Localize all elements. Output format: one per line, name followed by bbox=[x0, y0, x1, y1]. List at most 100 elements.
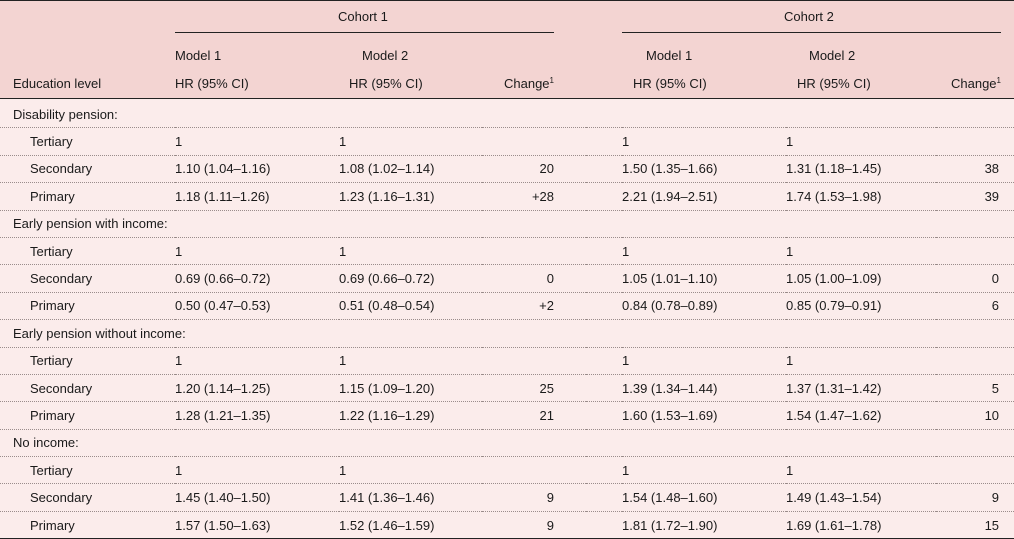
spacer-cell bbox=[586, 374, 622, 403]
cohort-2-change-cell: 5 bbox=[936, 374, 1014, 403]
table-row: Secondary 1.20 (1.14–1.25) 1.15 (1.09–1.20… bbox=[0, 374, 1014, 403]
cohort-2-model-2-cell: 1.49 (1.43–1.54) bbox=[786, 483, 936, 512]
cohort-2-model-2-cell: 1 bbox=[786, 127, 936, 156]
section-row: Early pension with income: bbox=[0, 210, 1014, 238]
cohort-1-model-1-cell: 1.28 (1.21–1.35) bbox=[175, 401, 339, 430]
cohort-1-model-2-cell: 0.69 (0.66–0.72) bbox=[339, 264, 482, 293]
cohort-1-model-2-cell: 0.51 (0.48–0.54) bbox=[339, 292, 482, 321]
cohort-1-model-1-cell: 1.20 (1.14–1.25) bbox=[175, 374, 339, 403]
section-row: Disability pension: bbox=[0, 101, 1014, 129]
cohort-1-change-cell bbox=[482, 347, 586, 375]
cohort-1-change-header: Change1 bbox=[504, 76, 554, 91]
table-row: Secondary 1.10 (1.04–1.16) 1.08 (1.02–1.14… bbox=[0, 155, 1014, 184]
table-row: Tertiary 1 1 1 1 bbox=[0, 127, 1014, 156]
table-row: Primary 1.28 (1.21–1.35) 1.22 (1.16–1.29) 2… bbox=[0, 401, 1014, 430]
education-level-cell: Tertiary bbox=[0, 347, 175, 375]
education-level-cell: Primary bbox=[0, 182, 175, 211]
cohort-1-change-cell: +2 bbox=[482, 292, 586, 321]
education-level-cell: Tertiary bbox=[0, 456, 175, 485]
cohort-1-change-cell bbox=[482, 127, 586, 156]
cohort-2-model-2-cell: 1.69 (1.61–1.78) bbox=[786, 511, 936, 539]
cohort-1-change-cell: 0 bbox=[482, 264, 586, 293]
cohort-2-change-cell: 38 bbox=[936, 155, 1014, 184]
cohort-1-change-cell bbox=[482, 456, 586, 485]
spacer-cell bbox=[586, 347, 622, 375]
cohort-2-change-cell bbox=[936, 237, 1014, 266]
education-level-cell: Tertiary bbox=[0, 237, 175, 266]
cohort-2-model-2-cell: 1.31 (1.18–1.45) bbox=[786, 155, 936, 184]
cohort-1-model-1-cell: 1 bbox=[175, 237, 339, 266]
section-title: Early pension without income: bbox=[0, 319, 1014, 348]
cohort-2-model-1-cell: 1.39 (1.34–1.44) bbox=[622, 374, 786, 403]
spacer-cell bbox=[586, 483, 622, 512]
cohort-1-change-cell: 25 bbox=[482, 374, 586, 403]
cohort-2-change-cell bbox=[936, 347, 1014, 375]
cohort-2-model-2-cell: 1 bbox=[786, 456, 936, 485]
cohort-1-model-1-cell: 0.50 (0.47–0.53) bbox=[175, 292, 339, 321]
cohort-2-model-1-cell: 1.60 (1.53–1.69) bbox=[622, 401, 786, 430]
cohort-1-rule bbox=[175, 32, 554, 33]
cohort-2-model-1-cell: 0.84 (0.78–0.89) bbox=[622, 292, 786, 321]
cohort-2-model-2-cell: 1.05 (1.00–1.09) bbox=[786, 264, 936, 293]
cohort-2-change-cell: 39 bbox=[936, 182, 1014, 211]
cohort-2-model-2-cell: 1 bbox=[786, 237, 936, 266]
cohort-1-model-1-cell: 1.18 (1.11–1.26) bbox=[175, 182, 339, 211]
education-level-cell: Tertiary bbox=[0, 127, 175, 156]
cohort-1-change-cell: 21 bbox=[482, 401, 586, 430]
cohort-2-model-2-cell: 1 bbox=[786, 347, 936, 375]
cohort-2-model-2-cell: 1.37 (1.31–1.42) bbox=[786, 374, 936, 403]
cohort-1-model-2-cell: 1.22 (1.16–1.29) bbox=[339, 401, 482, 430]
cohort-1-model-2-cell: 1.52 (1.46–1.59) bbox=[339, 511, 482, 539]
cohort-2-change-cell: 6 bbox=[936, 292, 1014, 321]
section-title: No income: bbox=[0, 429, 1014, 458]
cohort-1-model-1-cell: 1.57 (1.50–1.63) bbox=[175, 511, 339, 539]
cohort-2-change-cell bbox=[936, 127, 1014, 156]
section-title: Disability pension: bbox=[0, 101, 1014, 129]
section-title: Early pension with income: bbox=[0, 210, 1014, 238]
table-row: Primary 1.57 (1.50–1.63) 1.52 (1.46–1.59) 9… bbox=[0, 511, 1014, 539]
cohort-1-model-1-cell: 1.45 (1.40–1.50) bbox=[175, 483, 339, 512]
cohort-2-change-cell bbox=[936, 456, 1014, 485]
spacer-cell bbox=[586, 182, 622, 211]
spacer-cell bbox=[586, 237, 622, 266]
spacer-cell bbox=[586, 401, 622, 430]
spacer-cell bbox=[586, 264, 622, 293]
cohort-2-model-1-cell: 1 bbox=[622, 347, 786, 375]
table-row: Tertiary 1 1 1 1 bbox=[0, 237, 1014, 266]
cohort-2-change-cell: 10 bbox=[936, 401, 1014, 430]
footnote-marker: 1 bbox=[549, 76, 554, 85]
cohort-2-model-2-cell: 1.54 (1.47–1.62) bbox=[786, 401, 936, 430]
cohort-1-header: Cohort 1 bbox=[338, 9, 388, 24]
cohort-2-model-1-cell: 1.81 (1.72–1.90) bbox=[622, 511, 786, 539]
cohort-2-change-header: Change1 bbox=[951, 76, 1001, 91]
cohort-2-model-1-cell: 2.21 (1.94–2.51) bbox=[622, 182, 786, 211]
cohort-1-model-1-hr-header: HR (95% CI) bbox=[175, 76, 249, 91]
education-level-header: Education level bbox=[13, 76, 102, 91]
cohort-1-change-cell: 20 bbox=[482, 155, 586, 184]
cohort-2-model-1-cell: 1 bbox=[622, 127, 786, 156]
cohort-2-model-1-hr-header: HR (95% CI) bbox=[633, 76, 707, 91]
cohort-2-model-1-cell: 1 bbox=[622, 237, 786, 266]
cohort-2-model-1-header: Model 1 bbox=[646, 48, 693, 63]
cohort-1-model-2-header: Model 2 bbox=[362, 48, 409, 63]
education-level-cell: Primary bbox=[0, 292, 175, 321]
cohort-1-model-2-cell: 1 bbox=[339, 237, 482, 266]
cohort-1-model-1-cell: 1.10 (1.04–1.16) bbox=[175, 155, 339, 184]
table-row: Primary 1.18 (1.11–1.26) 1.23 (1.16–1.31) +… bbox=[0, 182, 1014, 211]
cohort-2-change-cell: 0 bbox=[936, 264, 1014, 293]
cohort-2-model-2-hr-header: HR (95% CI) bbox=[797, 76, 871, 91]
spacer-cell bbox=[586, 155, 622, 184]
cohort-1-model-2-cell: 1.15 (1.09–1.20) bbox=[339, 374, 482, 403]
cohort-2-model-1-cell: 1 bbox=[622, 456, 786, 485]
table-header: Cohort 1 Cohort 2 Model 1 Model 2 Model … bbox=[0, 0, 1014, 99]
cohort-2-model-1-cell: 1.05 (1.01–1.10) bbox=[622, 264, 786, 293]
cohort-1-change-cell: +28 bbox=[482, 182, 586, 211]
cohort-1-model-2-cell: 1 bbox=[339, 127, 482, 156]
cohort-2-rule bbox=[622, 32, 1001, 33]
education-level-cell: Primary bbox=[0, 511, 175, 539]
cohort-2-model-1-cell: 1.54 (1.48–1.60) bbox=[622, 483, 786, 512]
education-level-cell: Secondary bbox=[0, 264, 175, 293]
table-body: Disability pension: Tertiary 1 1 1 1 Secondary… bbox=[0, 101, 1014, 539]
cohort-2-change-cell: 9 bbox=[936, 483, 1014, 512]
